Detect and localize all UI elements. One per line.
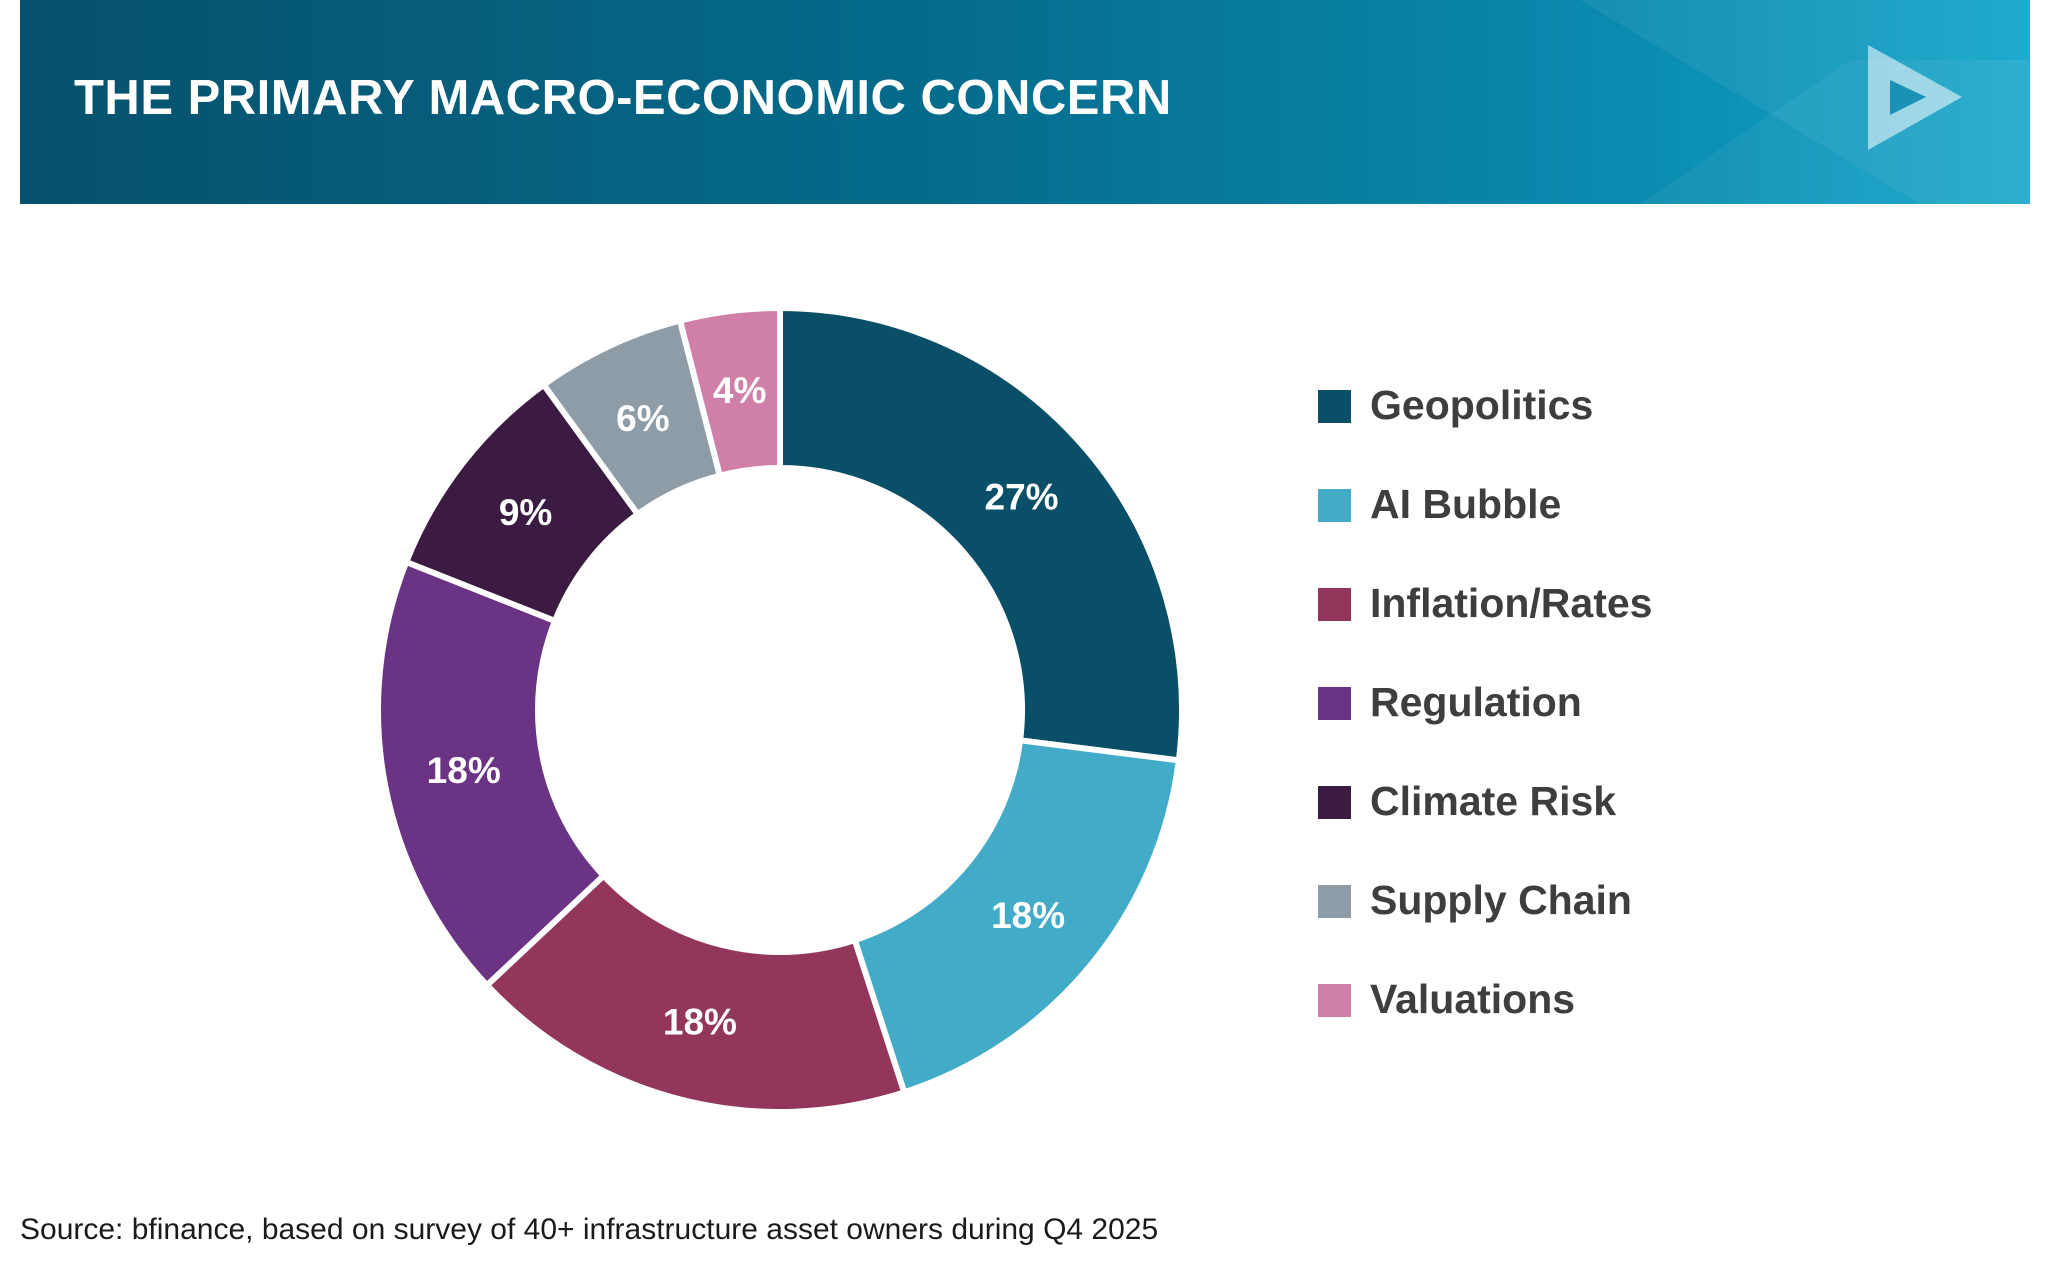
donut-slices: [375, 305, 1185, 1115]
legend-label: Inflation/Rates: [1370, 580, 1653, 626]
legend-label: Valuations: [1370, 976, 1576, 1022]
legend-item-inflation-rates: Inflation/Rates: [1318, 578, 1918, 677]
donut-labels: 27% 18% 18% 18% 9% 6% 4%: [427, 370, 1065, 1042]
source-note: Source: bfinance, based on survey of 40+…: [20, 1213, 1159, 1246]
data-label-climate-risk: 9%: [499, 492, 552, 533]
legend-swatch: [1318, 489, 1351, 522]
slice-inflation-rates: [483, 872, 908, 1115]
legend-swatch: [1318, 687, 1351, 720]
legend-swatch: [1318, 588, 1351, 621]
legend-swatch: [1318, 885, 1351, 918]
chart-legend: Geopolitics AI Bubble Inflation/Rates Regul…: [1318, 380, 1918, 1073]
data-label-valuations: 4%: [713, 370, 766, 411]
legend-label: AI Bubble: [1370, 481, 1562, 527]
legend-swatch: [1318, 984, 1351, 1017]
legend-swatch: [1318, 786, 1351, 819]
slice-ai-bubble: [851, 737, 1182, 1096]
data-label-inflation-rates: 18%: [663, 1001, 737, 1042]
legend-swatch: [1318, 390, 1351, 423]
play-logo-icon: [1868, 45, 1962, 150]
slice-regulation: [375, 559, 607, 989]
legend-item-valuations: Valuations: [1318, 974, 1918, 1073]
page-title: THE PRIMARY MACRO-ECONOMIC CONCERN: [74, 71, 1172, 125]
legend-item-geopolitics: Geopolitics: [1318, 380, 1918, 479]
data-label-regulation: 18%: [427, 750, 501, 791]
legend-label: Regulation: [1370, 679, 1582, 725]
legend-label: Geopolitics: [1370, 382, 1594, 428]
legend-item-climate-risk: Climate Risk: [1318, 776, 1918, 875]
data-label-geopolitics: 27%: [985, 477, 1059, 518]
slice-valuations: [677, 305, 783, 479]
data-label-supply-chain: 6%: [616, 398, 669, 439]
legend-item-regulation: Regulation: [1318, 677, 1918, 776]
data-label-ai-bubble: 18%: [991, 895, 1065, 936]
legend-label: Supply Chain: [1370, 877, 1632, 923]
header-banner: THE PRIMARY MACRO-ECONOMIC CONCERN: [20, 0, 2030, 204]
slice-geopolitics: [777, 305, 1185, 764]
legend-item-ai-bubble: AI Bubble: [1318, 479, 1918, 578]
legend-item-supply-chain: Supply Chain: [1318, 875, 1918, 974]
legend-label: Climate Risk: [1370, 778, 1617, 824]
